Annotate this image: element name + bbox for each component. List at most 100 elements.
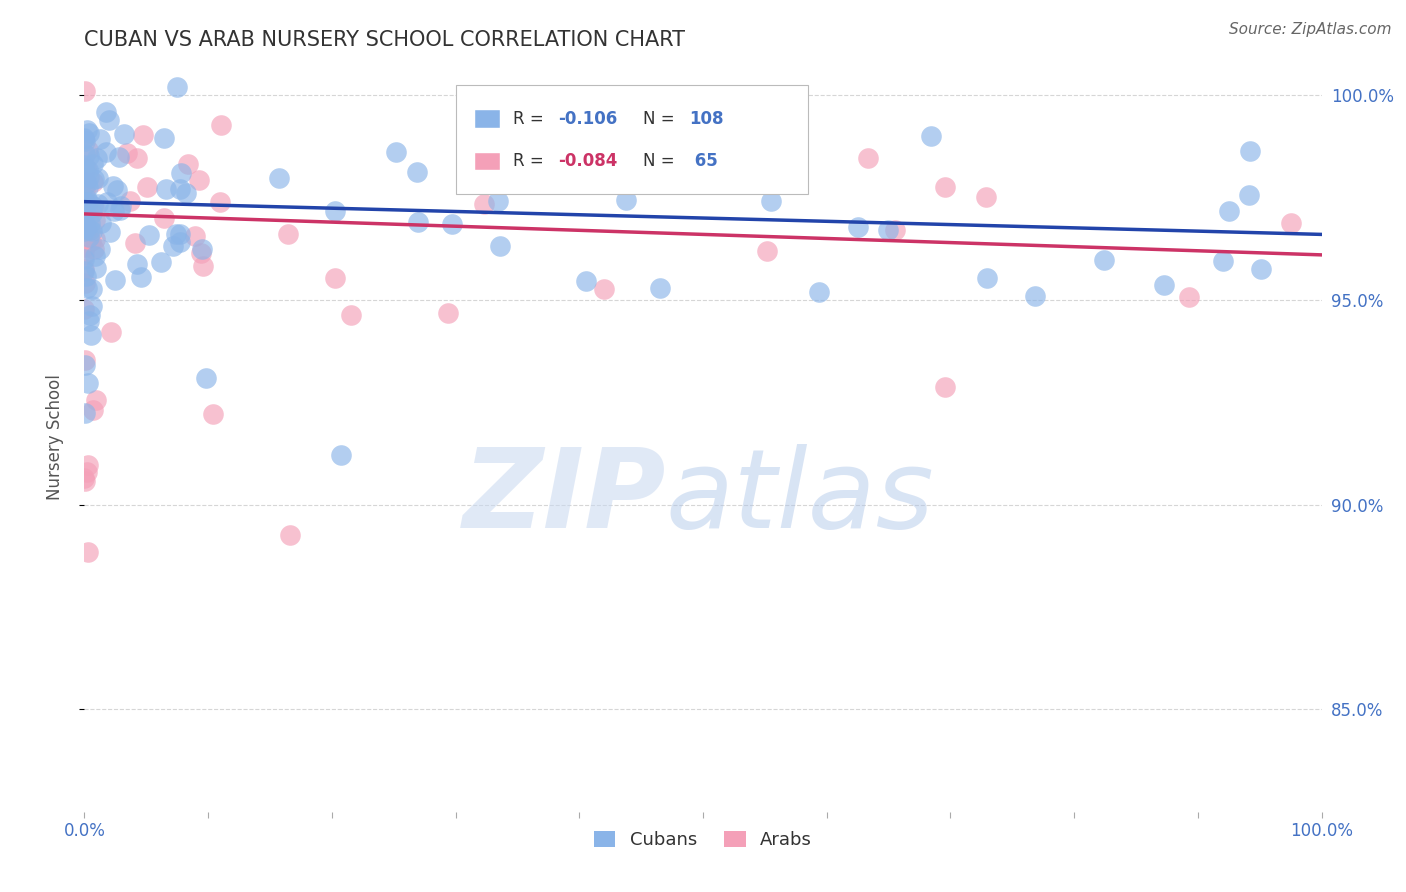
Point [73,132,96,146]
Point [75,163,97,178]
Point [89,132,111,146]
Point [73,223,96,237]
Point [80,328,103,343]
Point [73,194,96,208]
Point [132,128,155,142]
Point [120,194,142,208]
Point [593,169,616,183]
Point [486,194,509,209]
Text: R =: R = [513,153,550,170]
Point [101,179,124,194]
Point [82,175,104,189]
Point [75,184,97,198]
Point [98,225,121,239]
Point [1153,278,1175,293]
Point [174,186,197,201]
Point [76,176,98,190]
Point [761,194,783,208]
Point [77,195,100,210]
Point [75,161,97,176]
Text: N =: N = [643,110,681,128]
Point [202,408,225,422]
Point [94,145,117,159]
Point [73,206,96,220]
Point [1250,262,1272,277]
FancyBboxPatch shape [475,110,499,128]
Point [87,196,110,211]
Point [1178,290,1201,304]
Point [136,180,159,194]
Point [86,152,108,166]
Point [73,240,96,254]
Point [82,206,104,220]
FancyBboxPatch shape [475,153,499,170]
Point [75,134,97,148]
Point [76,223,98,237]
Point [124,235,146,250]
Point [152,130,174,145]
Text: -0.106: -0.106 [558,110,617,128]
Point [77,230,100,244]
Text: Source: ZipAtlas.com: Source: ZipAtlas.com [1229,22,1392,37]
Point [329,448,352,462]
Point [1239,144,1261,158]
Point [96,194,118,209]
Point [127,151,149,165]
Point [208,194,231,209]
Point [76,192,98,206]
Point [614,193,637,207]
Point [114,128,136,142]
Point [89,242,111,256]
Point [82,403,104,417]
Point [277,227,299,242]
Point [76,123,98,137]
Text: N =: N = [643,153,681,170]
Point [169,182,191,196]
Point [165,227,187,242]
Point [710,158,733,172]
FancyBboxPatch shape [456,85,808,194]
Point [90,216,112,230]
Point [73,205,96,219]
Point [169,227,191,241]
Point [73,474,96,488]
Point [193,259,215,273]
Point [1212,253,1234,268]
Point [756,244,779,258]
Point [73,173,96,187]
Point [934,379,956,393]
Point [73,203,96,218]
Text: atlas: atlas [666,443,935,550]
Point [110,199,132,213]
Point [75,268,97,283]
Point [108,150,131,164]
Point [437,306,460,320]
Point [150,255,173,269]
Point [73,178,96,193]
Point [73,263,96,277]
Text: 108: 108 [689,110,724,128]
Point [79,308,101,322]
Point [76,179,98,194]
Point [73,216,96,230]
Point [77,376,100,391]
Point [80,282,103,296]
Point [856,152,879,166]
Point [73,84,96,98]
Point [86,170,108,185]
Point [808,285,831,299]
Point [385,145,408,160]
Point [73,302,96,317]
Point [73,277,96,291]
Point [155,181,177,195]
Point [976,270,998,285]
Point [73,248,96,262]
Point [82,199,104,213]
Point [73,177,96,191]
Point [920,129,942,144]
Point [169,235,191,249]
Point [593,282,616,296]
Legend: Cubans, Arabs: Cubans, Arabs [586,824,820,856]
Point [73,252,96,267]
Point [105,183,128,197]
